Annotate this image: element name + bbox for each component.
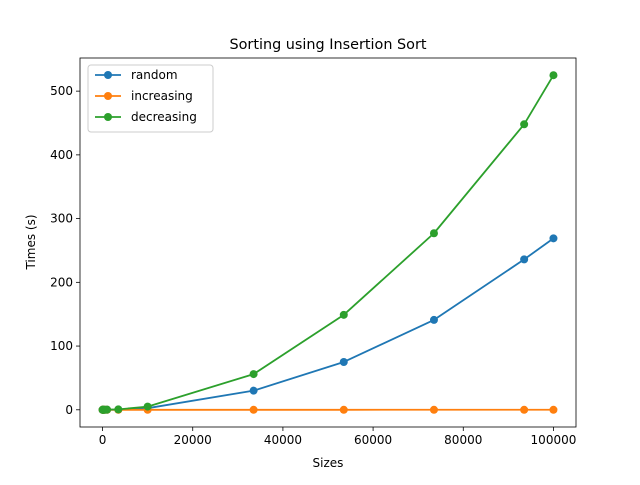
x-tick-label: 60000 (354, 433, 392, 447)
data-point-decreasing (250, 370, 258, 378)
data-point-increasing (549, 406, 557, 414)
y-tick-label: 500 (50, 84, 73, 98)
data-point-decreasing (144, 403, 152, 411)
data-point-decreasing (549, 71, 557, 79)
x-axis-label: Sizes (313, 456, 344, 470)
y-tick-label: 300 (50, 212, 73, 226)
data-point-random (549, 234, 557, 242)
legend-swatch-marker (104, 71, 112, 79)
y-tick-label: 100 (50, 339, 73, 353)
legend-swatch-marker (104, 113, 112, 121)
x-axis-ticks: 0 20000 40000 60000 80000 100000 (99, 427, 577, 447)
data-point-random (430, 316, 438, 324)
legend: random increasing decreasing (88, 65, 213, 132)
data-point-decreasing (430, 229, 438, 237)
x-tick-label: 100000 (531, 433, 577, 447)
data-point-increasing (520, 406, 528, 414)
x-tick-label: 80000 (444, 433, 482, 447)
legend-label-decreasing: decreasing (131, 110, 197, 124)
x-tick-label: 40000 (264, 433, 302, 447)
data-point-random (340, 358, 348, 366)
data-point-decreasing (114, 405, 122, 413)
y-tick-label: 400 (50, 148, 73, 162)
legend-label-increasing: increasing (131, 89, 193, 103)
data-point-decreasing (520, 120, 528, 128)
y-tick-label: 0 (65, 403, 73, 417)
chart-title: Sorting using Insertion Sort (229, 37, 426, 53)
y-axis-ticks: 0 100 200 300 400 500 (50, 84, 80, 417)
data-point-increasing (340, 406, 348, 414)
series-line-random (103, 238, 554, 409)
y-tick-label: 200 (50, 275, 73, 289)
legend-label-random: random (131, 68, 178, 82)
legend-swatch-marker (104, 92, 112, 100)
x-tick-label: 20000 (174, 433, 212, 447)
data-point-random (250, 387, 258, 395)
data-point-increasing (430, 406, 438, 414)
data-point-increasing (250, 406, 258, 414)
data-point-decreasing (340, 311, 348, 319)
data-point-decreasing (103, 406, 111, 414)
y-axis-label: Times (s) (24, 214, 38, 270)
data-point-random (520, 255, 528, 263)
x-tick-label: 0 (99, 433, 107, 447)
